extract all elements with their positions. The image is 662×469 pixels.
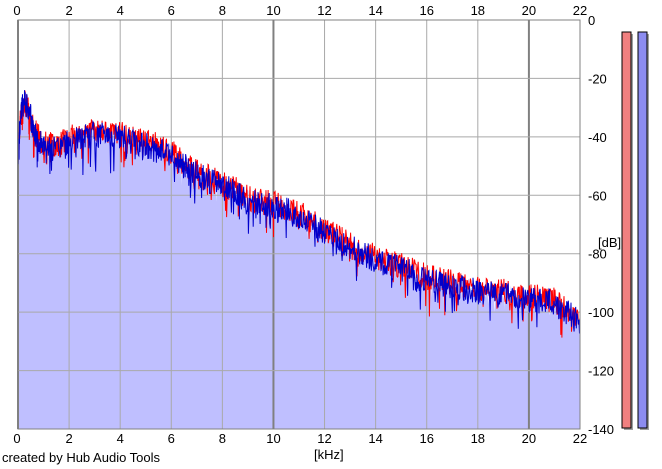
y-tick-label: -60	[588, 188, 607, 203]
x-tick-label-top: 6	[168, 3, 175, 18]
y-tick-label: -20	[588, 71, 607, 86]
x-tick-label-top: 4	[117, 3, 124, 18]
x-tick-label-bottom: 8	[219, 431, 226, 446]
y-tick-label: -140	[588, 422, 614, 437]
plot-frame	[17, 19, 581, 430]
y-tick-label: 0	[588, 13, 595, 28]
x-tick-label-top: 10	[266, 3, 280, 18]
x-tick-label-bottom: 6	[168, 431, 175, 446]
x-tick-label-bottom: 2	[65, 431, 72, 446]
x-tick-label-bottom: 10	[266, 431, 280, 446]
x-tick-label-bottom: 4	[117, 431, 124, 446]
credit-text: created by Hub Audio Tools	[2, 450, 161, 465]
series-layer	[17, 90, 581, 338]
level-meters	[621, 31, 649, 430]
y-tick-labels: 0 -20 -40 -60 -80 -100 -120 -140	[588, 13, 614, 437]
x-tick-label-top: 18	[471, 3, 485, 18]
y-tick-label: -40	[588, 130, 607, 145]
x-tick-label-bottom: 18	[471, 431, 485, 446]
series-line-1	[17, 90, 581, 338]
x-tick-label-bottom: 0	[13, 431, 20, 446]
y-tick-label: -80	[588, 247, 607, 262]
x-tick-label-bottom: 14	[368, 431, 382, 446]
x-tick-labels-bottom: 0 2 4 6 8 10 12 14 16 18 20 22	[13, 431, 587, 446]
x-tick-label-top: 20	[522, 3, 536, 18]
x-tick-label-bottom: 20	[522, 431, 536, 446]
x-tick-label-top: 12	[317, 3, 331, 18]
x-tick-label-bottom: 12	[317, 431, 331, 446]
y-tick-label: -120	[588, 364, 614, 379]
spectrum-area	[18, 95, 580, 429]
x-tick-label-top: 8	[219, 3, 226, 18]
x-tick-label-top: 22	[573, 3, 587, 18]
spectrum-fill-layer	[18, 95, 580, 429]
y-tick-label: -100	[588, 305, 614, 320]
level-meter-bar	[621, 31, 632, 429]
x-tick-label-top: 16	[419, 3, 433, 18]
series-line-2	[17, 90, 581, 334]
level-meter-bar	[637, 31, 648, 429]
x-axis-label: [kHz]	[314, 447, 344, 462]
x-tick-label-top: 0	[13, 3, 20, 18]
x-tick-labels-top: 0 2 4 6 8 10 12 14 16 18 20 22	[13, 3, 587, 18]
y-axis-label: [dB]	[598, 235, 621, 250]
x-tick-label-top: 2	[65, 3, 72, 18]
x-tick-label-bottom: 22	[573, 431, 587, 446]
x-tick-label-top: 14	[368, 3, 382, 18]
x-tick-label-bottom: 16	[419, 431, 433, 446]
